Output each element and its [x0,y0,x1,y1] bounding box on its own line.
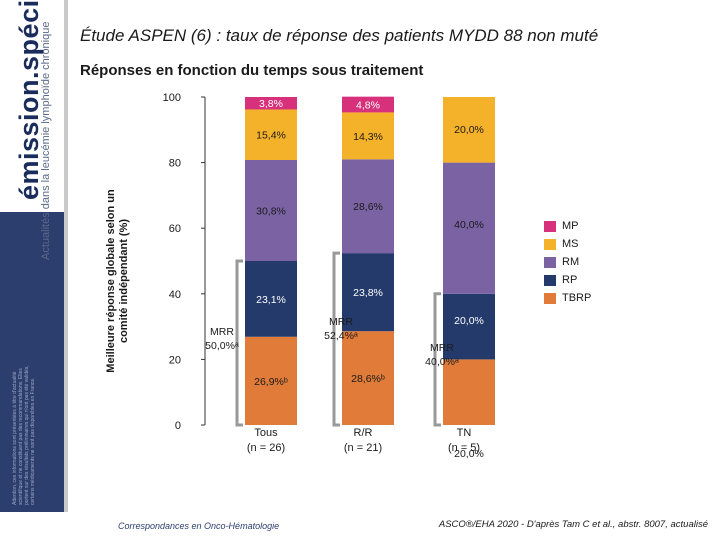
legend-item-rm: RM [544,253,591,271]
mrr-bracket-0 [235,259,243,427]
bar-tbrp-0 [245,336,297,425]
data-label-rp-0: 23,1% [256,294,286,306]
sidebar-top [0,0,64,212]
mrr-bracket-1 [332,251,340,427]
bar-rm-1 [342,159,394,254]
y-tick-label: 0 [175,420,181,432]
y-tick-label: 80 [169,158,181,170]
data-label-ms-2: 20,0% [454,124,484,136]
page-subtitle: Réponses en fonction du temps sous trait… [80,62,424,79]
data-label-rm-1: 28,6% [353,201,383,213]
data-label-tbrp-0: 26,9%ᵇ [254,376,288,388]
bar-rp-1 [342,253,394,332]
mrr-bracket-2 [433,292,441,427]
bar-tbrp-2 [443,359,495,425]
legend-label: TBRP [562,292,592,304]
legend-swatch [544,220,556,232]
data-label-ms-0: 15,4% [256,130,286,142]
y-tick-label: 100 [163,92,181,104]
legend-item-tbrp: TBRP [544,289,591,307]
category-label: TN [457,427,472,439]
data-label-tbrp-1: 28,6%ᵇ [351,373,385,385]
data-label-mp-0: 3,8% [259,98,283,110]
legend-label: RP [562,274,578,286]
data-label-tbrp-2: 20,0% [454,448,484,460]
y-tick-label: 60 [169,223,181,235]
footer-citation: ASCO®/EHA 2020 - D'après Tam C et al., a… [438,519,708,530]
bar-mp-0 [245,97,297,110]
footer-source: Correspondances en Onco-Hématologie [118,521,280,531]
legend-swatch [544,274,556,286]
bar-rm-2 [443,162,495,294]
bar-mp-1 [342,96,394,113]
category-n-label: (n = 5) [448,442,480,454]
mrr-annotation-title: MRR [430,342,454,354]
page-title: Étude ASPEN (6) : taux de réponse des pa… [80,26,599,45]
chart-legend: MP MS RM RP TBRP [544,217,591,307]
legend-label: MS [562,238,579,250]
legend-swatch [544,292,556,304]
data-label-rp-2: 20,0% [454,315,484,327]
y-tick-label: 20 [169,354,181,366]
bar-ms-1 [342,112,394,160]
category-n-label: (n = 21) [344,442,382,454]
data-label-rp-1: 23,8% [353,287,383,299]
bar-ms-0 [245,109,297,160]
data-label-rm-2: 40,0% [454,219,484,231]
bar-rm-0 [245,159,297,261]
mrr-annotation-title: MRR [329,316,353,328]
bar-tbrp-1 [342,331,394,425]
sidebar-divider [64,0,68,512]
y-tick-label: 40 [169,289,181,301]
mrr-annotation-value: 40,0%ᵃ [425,356,459,368]
sidebar: émission.spéciale Actualités dans la leu… [0,0,68,540]
legend-label: MP [562,220,579,232]
legend-item-rp: RP [544,271,591,289]
bar-rp-0 [245,261,297,337]
bar-ms-2 [443,97,495,163]
data-label-mp-1: 4,8% [356,100,380,112]
data-label-ms-1: 14,3% [353,131,383,143]
mrr-annotation-title: MRR [210,326,234,338]
mrr-annotation-value: 50,0%ᵃ [205,340,239,352]
data-label-rm-0: 30,8% [256,205,286,217]
legend-item-ms: MS [544,235,591,253]
mrr-annotation-value: 52,4%ᵃ [324,330,358,342]
category-n-label: (n = 26) [247,442,285,454]
bar-rp-2 [443,293,495,360]
legend-item-mp: MP [544,217,591,235]
category-label: R/R [354,427,373,439]
legend-swatch [544,256,556,268]
sidebar-bottom [0,212,64,512]
legend-label: RM [562,256,580,268]
category-label: Tous [254,427,278,439]
legend-swatch [544,238,556,250]
